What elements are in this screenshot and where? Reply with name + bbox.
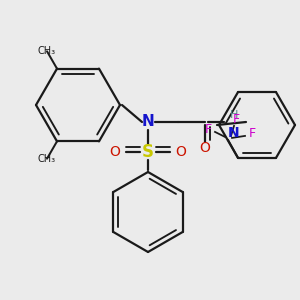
Text: O: O: [176, 145, 186, 159]
Text: N: N: [142, 115, 154, 130]
Text: N: N: [228, 126, 240, 140]
Text: H: H: [230, 110, 238, 120]
Text: CH₃: CH₃: [38, 46, 56, 56]
Text: F: F: [204, 123, 211, 136]
Text: F: F: [232, 113, 240, 126]
Text: S: S: [142, 143, 154, 161]
Text: O: O: [200, 141, 210, 155]
Text: O: O: [110, 145, 120, 159]
Text: CH₃: CH₃: [38, 154, 56, 164]
Text: F: F: [248, 128, 256, 140]
